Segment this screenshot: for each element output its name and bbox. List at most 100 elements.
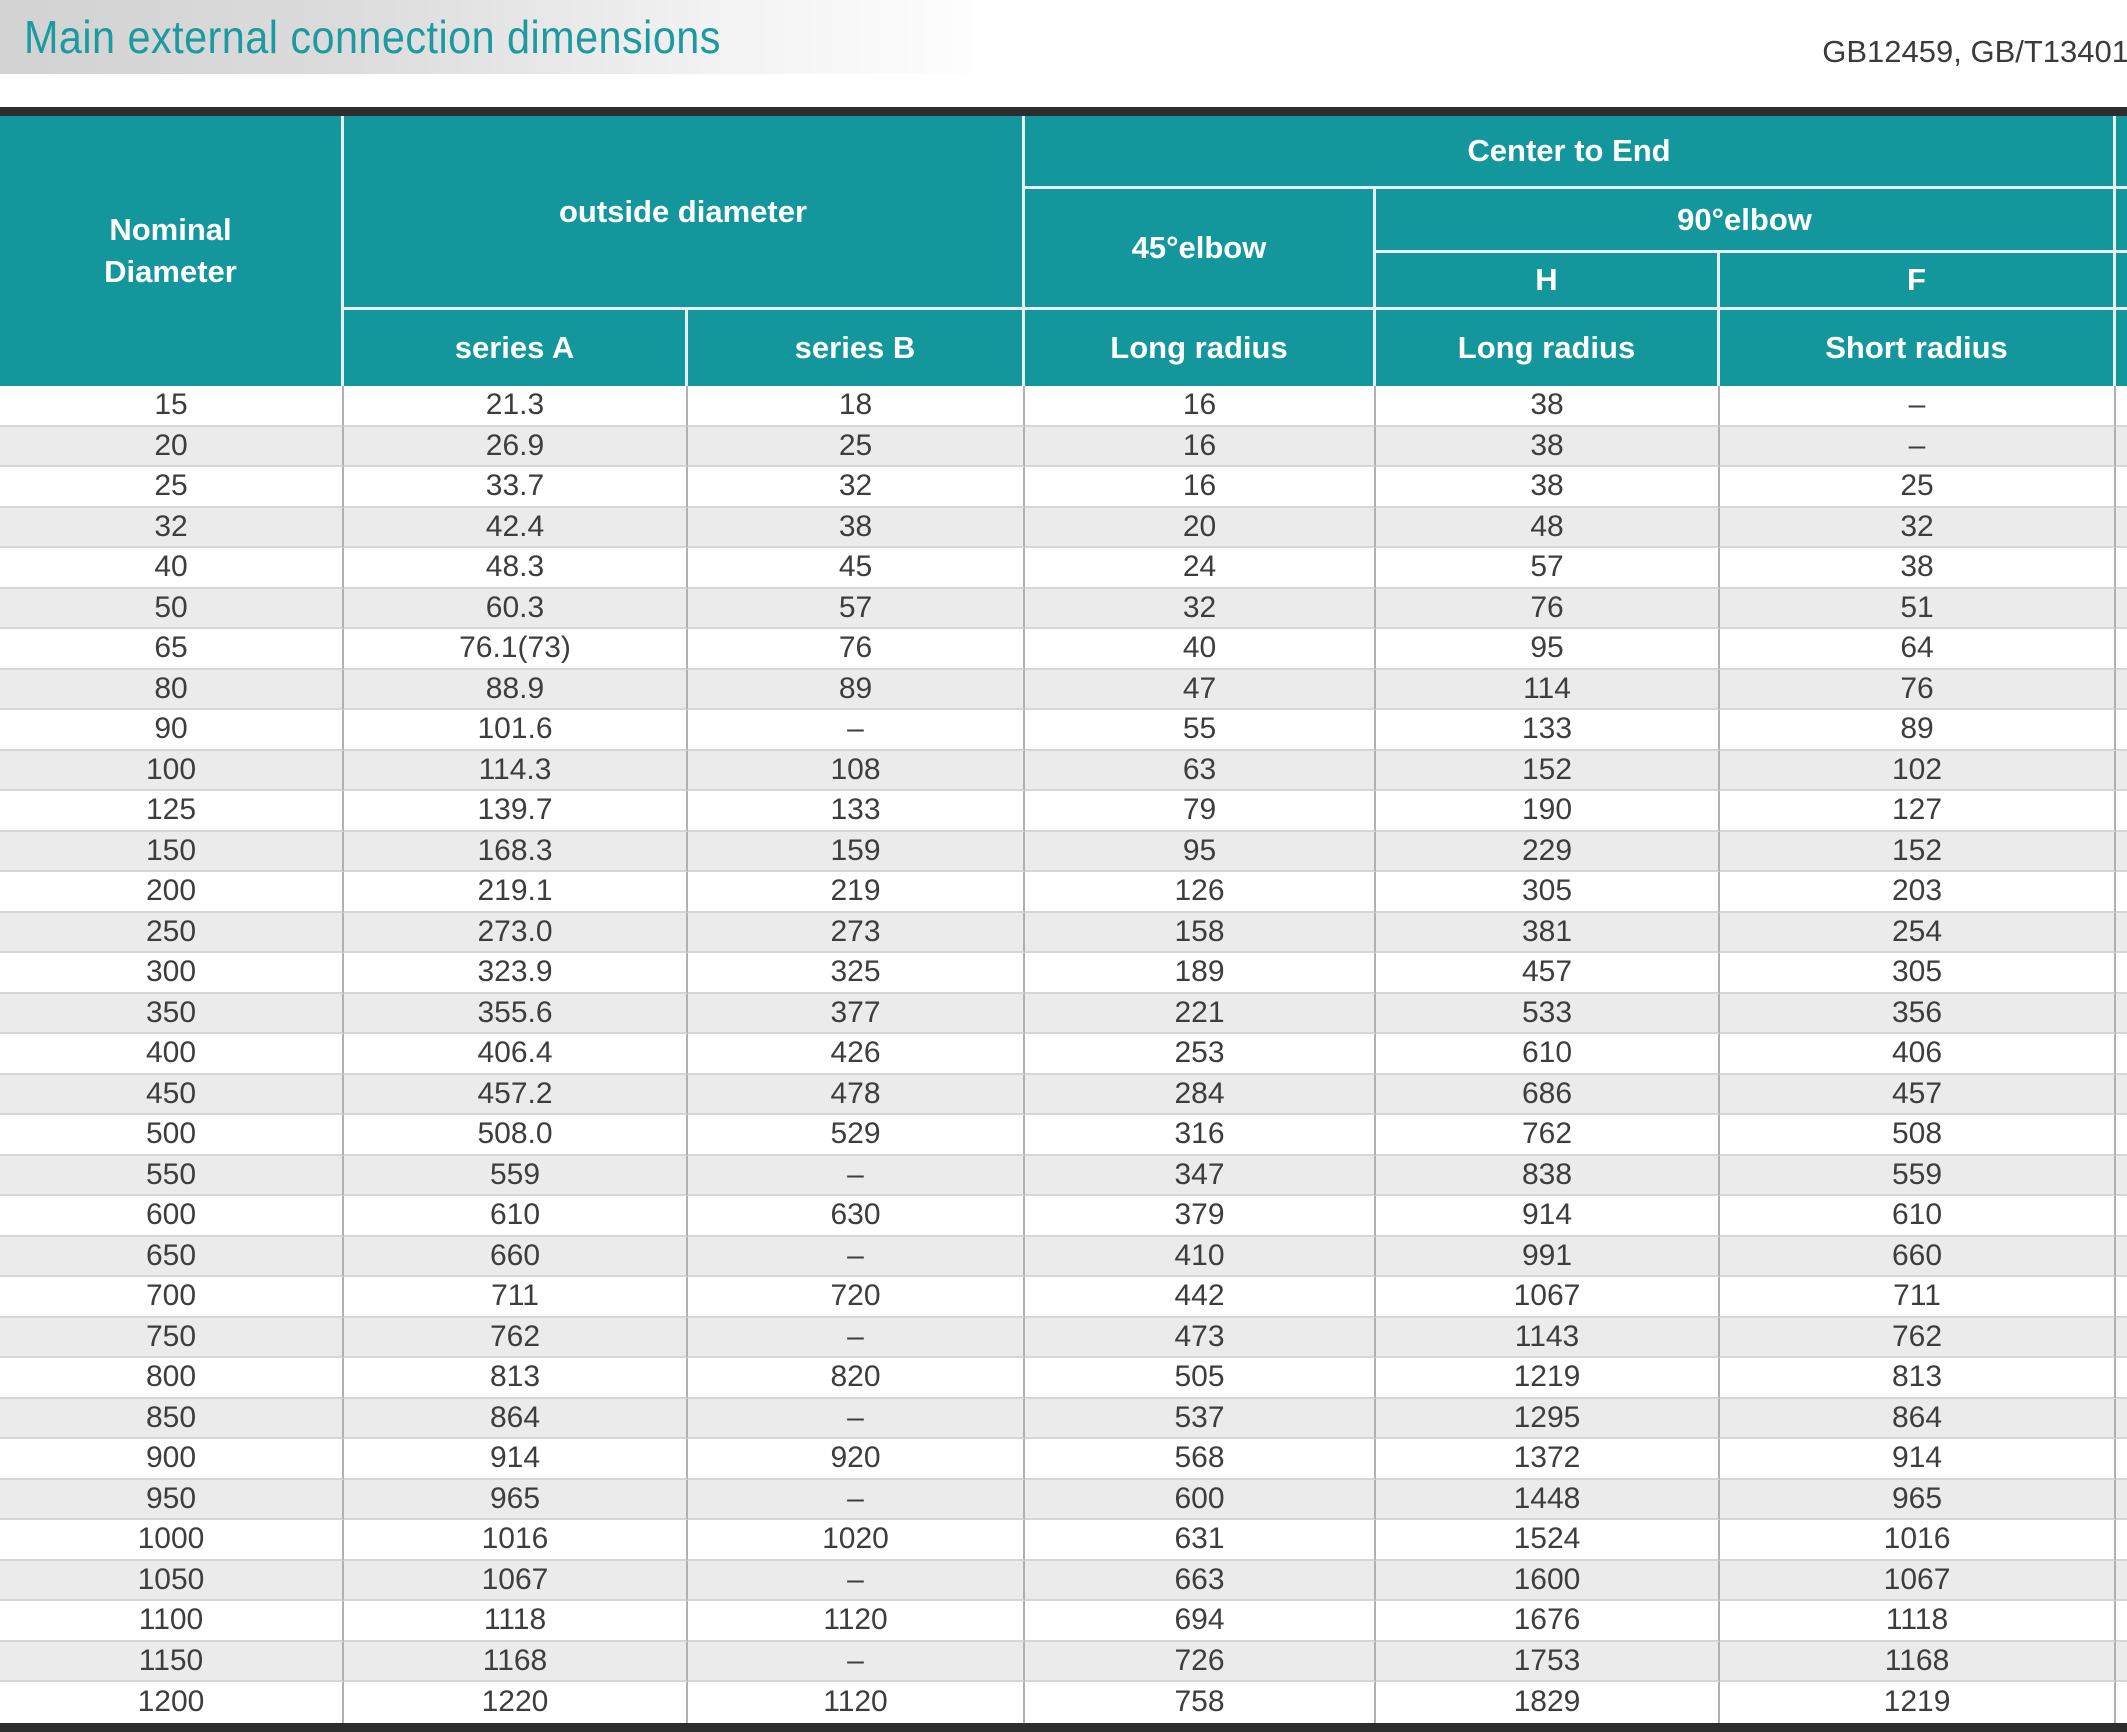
table-row: 1200 1220 1120 758 1829 1219 <box>0 1682 2127 1723</box>
cropped-column-cell <box>2116 1074 2127 1115</box>
cropped-column-cell <box>2116 548 2127 589</box>
cell: – <box>688 1560 1025 1601</box>
cell: – <box>688 1317 1025 1358</box>
cropped-column-cell <box>2116 872 2127 913</box>
cropped-column-cell <box>2116 1520 2127 1561</box>
cell: 133 <box>688 791 1025 832</box>
cell: 813 <box>1720 1358 2117 1399</box>
cropped-column-cell <box>2116 507 2127 548</box>
cell: 125 <box>0 791 344 832</box>
cropped-column-cell <box>2116 1641 2127 1682</box>
cell: 21.3 <box>344 386 688 427</box>
table-row: 1050 1067–663 1600 1067 <box>0 1560 2127 1601</box>
table-row: 250 273.0 273 158 381 254 <box>0 912 2127 953</box>
header-long-radius-90h: Long radius <box>1376 307 1720 386</box>
cell: 473 <box>1025 1317 1376 1358</box>
cell: 457.2 <box>344 1074 688 1115</box>
cell: 76 <box>1376 588 1720 629</box>
cell: 700 <box>0 1277 344 1318</box>
cell: 57 <box>1376 548 1720 589</box>
cell: 57 <box>688 588 1025 629</box>
table-row: 65 76.1(73) 76 40 95 64 <box>0 629 2127 670</box>
cell: 95 <box>1376 629 1720 670</box>
cell: 762 <box>344 1317 688 1358</box>
cell: 108 <box>688 750 1025 791</box>
cell: 33.7 <box>344 467 688 508</box>
cell: 55 <box>1025 710 1376 751</box>
cell: 850 <box>0 1398 344 1439</box>
cell: 15 <box>0 386 344 427</box>
cropped-column-cell <box>2116 1155 2127 1196</box>
cell: 1295 <box>1376 1398 1720 1439</box>
cell: 965 <box>1720 1479 2117 1520</box>
cell: 90 <box>0 710 344 751</box>
title-gradient-background <box>0 0 1010 74</box>
header-center-to-end: Center to End <box>1025 116 2117 186</box>
cell: 102 <box>1720 750 2117 791</box>
header-cropped-column <box>2116 250 2127 307</box>
cell: 537 <box>1025 1398 1376 1439</box>
cropped-column-cell <box>2116 1601 2127 1642</box>
cell: 711 <box>344 1277 688 1318</box>
cell: 42.4 <box>344 507 688 548</box>
cell: 660 <box>1720 1236 2117 1277</box>
table-header: Nominal Diameter outside diameter Center… <box>0 116 2127 386</box>
cell: 1219 <box>1376 1358 1720 1399</box>
cell: 40 <box>1025 629 1376 670</box>
cell: – <box>688 1155 1025 1196</box>
cell: 63 <box>1025 750 1376 791</box>
table-body: 15 21.3 18 16 38–20 26.9 25 16 38–25 33.7 32 16 38 25… <box>0 386 2127 1723</box>
cropped-column-cell <box>2116 1682 2127 1723</box>
cell: 1219 <box>1720 1682 2117 1723</box>
cell: 51 <box>1720 588 2117 629</box>
cropped-column-cell <box>2116 386 2127 427</box>
cropped-column-cell <box>2116 1115 2127 1156</box>
cell: 864 <box>344 1398 688 1439</box>
cell: 914 <box>344 1439 688 1480</box>
cell: 813 <box>344 1358 688 1399</box>
cell: 219.1 <box>344 872 688 913</box>
cell: 631 <box>1025 1520 1376 1561</box>
cell: 762 <box>1376 1115 1720 1156</box>
table-row: 450 457.2 478 284 686 457 <box>0 1074 2127 1115</box>
cropped-column-cell <box>2116 1196 2127 1237</box>
cropped-column-cell <box>2116 1479 2127 1520</box>
standards-reference: GB12459, GB/T13401 <box>1822 34 2127 69</box>
cell: 355.6 <box>344 993 688 1034</box>
cell: 305 <box>1720 953 2117 994</box>
dimensions-table: Nominal Diameter outside diameter Center… <box>0 116 2127 1723</box>
header-outside-diameter: outside diameter <box>344 116 1025 307</box>
header-long-radius-45: Long radius <box>1025 307 1376 386</box>
cell: 45 <box>688 548 1025 589</box>
cell: 152 <box>1720 831 2117 872</box>
cropped-column-cell <box>2116 710 2127 751</box>
table-row: 400 406.4 426 253 610 406 <box>0 1034 2127 1075</box>
cell: 820 <box>688 1358 1025 1399</box>
cell: 1448 <box>1376 1479 1720 1520</box>
cell: 660 <box>344 1236 688 1277</box>
cell: 610 <box>344 1196 688 1237</box>
cell: 1150 <box>0 1641 344 1682</box>
cell: 1020 <box>688 1520 1025 1561</box>
table-row: 1000 1016 1020 631 1524 1016 <box>0 1520 2127 1561</box>
cell: 377 <box>688 993 1025 1034</box>
cell: 347 <box>1025 1155 1376 1196</box>
cell: 189 <box>1025 953 1376 994</box>
cell: 200 <box>0 872 344 913</box>
cell: 20 <box>0 426 344 467</box>
cell: 600 <box>1025 1479 1376 1520</box>
cell: 1600 <box>1376 1560 1720 1601</box>
cell: 1016 <box>344 1520 688 1561</box>
cell: 800 <box>0 1358 344 1399</box>
page-title: Main external connection dimensions <box>24 11 721 63</box>
header-45-elbow: 45°elbow <box>1025 186 1376 307</box>
cell: 500 <box>0 1115 344 1156</box>
cell: 864 <box>1720 1398 2117 1439</box>
cropped-column-cell <box>2116 588 2127 629</box>
cell: 410 <box>1025 1236 1376 1277</box>
cell: 114.3 <box>344 750 688 791</box>
cell: – <box>1720 426 2117 467</box>
cell: 190 <box>1376 791 1720 832</box>
cell: 508 <box>1720 1115 2117 1156</box>
cell: 325 <box>688 953 1025 994</box>
